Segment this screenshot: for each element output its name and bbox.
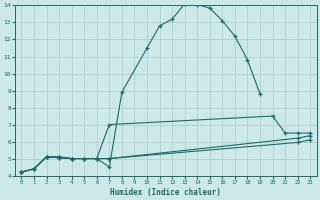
X-axis label: Humidex (Indice chaleur): Humidex (Indice chaleur) [110, 188, 221, 197]
